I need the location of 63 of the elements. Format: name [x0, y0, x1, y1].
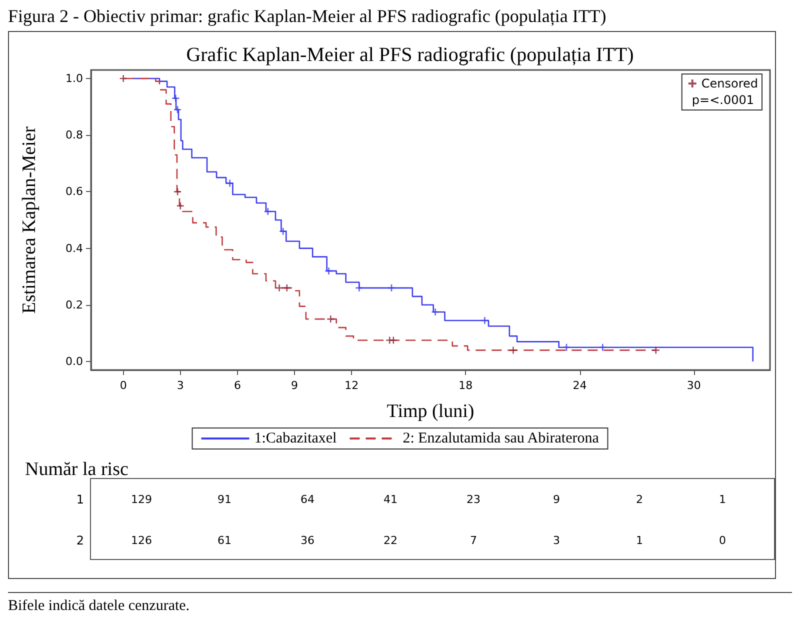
x-tick-label: 3: [176, 379, 184, 392]
point: [173, 105, 182, 114]
data-label: 64: [300, 493, 314, 506]
point: [226, 179, 234, 188]
point: [355, 284, 364, 292]
point: [324, 266, 333, 276]
point: [278, 227, 288, 236]
x-axis-title: Timp (luni): [386, 401, 474, 422]
x-tick-label: 12: [344, 379, 359, 392]
data-label: 22: [384, 534, 398, 547]
y-tick-label: 0.4: [66, 242, 83, 255]
y-tick-label: 1: [76, 492, 84, 506]
data-label: 36: [300, 534, 314, 547]
data-label: 41: [384, 493, 398, 506]
data-label: 1: [719, 493, 726, 506]
data-label: 1: [636, 534, 643, 547]
point: [119, 74, 128, 83]
y-tick-label: 2: [76, 534, 84, 548]
x-tick-label: 0: [120, 379, 127, 392]
data-label: 2: [636, 493, 643, 506]
data-label: 129: [131, 493, 152, 506]
y-tick-label: 1.0: [66, 72, 83, 85]
text: Figura 2 - Obiectiv primar: grafic Kaplan-Meier al PFS radiografic (populația ITT): [8, 6, 606, 27]
text: Bifele indică datele cenzurate.: [8, 598, 190, 615]
chart-title: Număr la risc: [25, 459, 128, 480]
legend-label: Censored: [701, 76, 758, 90]
data-label: 0: [719, 534, 726, 547]
y-axis-title: Estimarea Kaplan-Meier: [19, 126, 40, 314]
data-label: 3: [553, 534, 560, 547]
y-tick-label: 0.6: [66, 185, 83, 198]
y-tick-label: 0.0: [66, 355, 83, 368]
y-tick-label: 0.2: [66, 298, 83, 312]
point: [389, 336, 398, 344]
point: [326, 314, 335, 324]
point: [176, 202, 185, 210]
x-tick-label: 30: [686, 379, 701, 392]
data-label: 126: [131, 534, 152, 547]
point: [431, 308, 440, 316]
point: [275, 284, 284, 292]
point: [282, 284, 292, 292]
data-label: 9: [553, 493, 560, 506]
point: [173, 188, 182, 196]
point: [509, 346, 518, 354]
x-tick-label: 24: [572, 379, 587, 392]
point: [264, 207, 272, 216]
legend-label: 2: Enzalutamida sau Abiraterona: [402, 430, 600, 446]
data-label: 7: [470, 534, 477, 547]
data-label: 61: [218, 534, 232, 547]
annotation: p=<.0001: [692, 93, 754, 107]
point: [562, 343, 571, 352]
x-tick-label: 6: [234, 379, 241, 392]
legend-label: 1:Cabazitaxel: [254, 430, 337, 446]
point: [598, 343, 607, 352]
point: [480, 316, 489, 325]
x-tick-label: 18: [458, 379, 473, 392]
data-label: 23: [466, 493, 480, 506]
chart-title: Grafic Kaplan-Meier al PFS radiografic (populația ITT): [186, 44, 634, 66]
y-tick-label: 0.8: [66, 128, 83, 142]
x-tick-label: 9: [291, 379, 298, 392]
point: [171, 94, 180, 102]
point: [652, 346, 660, 354]
data-label: 91: [218, 493, 232, 506]
point: [387, 284, 396, 292]
